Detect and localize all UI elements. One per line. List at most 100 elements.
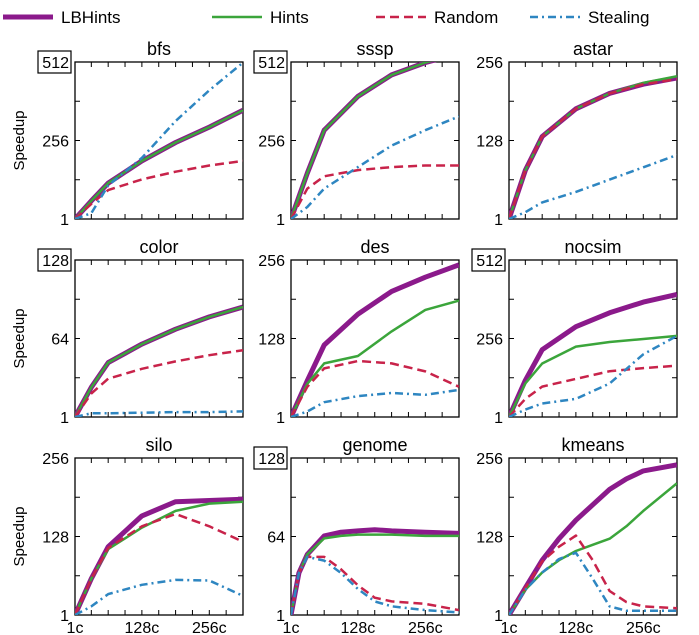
panel-bfs-series-group	[75, 62, 243, 219]
panel-nocsim-title: nocsim	[564, 237, 621, 257]
panel-genome-title: genome	[342, 435, 407, 455]
panel-astar-series-group	[509, 74, 677, 219]
panel-silo-ytick-label: 128	[42, 530, 69, 547]
panel-color-ymax-box	[37, 248, 72, 272]
panel-color-ytick-label: 128	[42, 253, 69, 270]
panel-silo-title: silo	[145, 435, 172, 455]
panel-color-ytick-label: 64	[51, 332, 69, 349]
panel-color-ylabel: Speedup	[11, 308, 28, 368]
panel-color-ytick-label: 1	[60, 410, 69, 427]
legend-label-hints: Hints	[270, 8, 309, 27]
panel-silo: 1 128 256 1c 128c 256c silo Speedup	[11, 435, 244, 635]
panel-astar-ytick-label: 128	[476, 134, 503, 151]
panel-des: 1 128 256 des	[258, 237, 460, 427]
panel-astar-line-random	[509, 77, 677, 219]
panel-sssp-line-lbhints	[291, 62, 437, 219]
panel-genome-line-lbhints	[291, 527, 459, 615]
panel-sssp-line-hints	[291, 62, 433, 219]
panel-genome-ytick-label: 64	[267, 530, 285, 547]
panel-silo-ytick-label: 1	[60, 608, 69, 625]
panel-sssp-line-stealing	[291, 115, 459, 219]
panel-bfs-ylabel: Speedup	[11, 110, 28, 170]
panel-des-ytick-label: 128	[258, 332, 285, 349]
panel-nocsim-ytick-label: 256	[476, 332, 503, 349]
legend: LBHints Hints Random Stealing	[3, 8, 649, 27]
panel-astar: 1 128 256 astar	[476, 39, 678, 229]
panel-des-ytick-label: 256	[258, 253, 285, 270]
chart-panels: 1 256 512 bfs Speedup 1 256 512 sssp 1 128 256 astar…	[11, 39, 678, 635]
panel-sssp: 1 256 512 sssp	[253, 39, 460, 229]
panel-kmeans-xtick-label: 256c	[626, 620, 661, 635]
panel-nocsim-ytick-label: 512	[476, 253, 503, 270]
panel-bfs-line-random	[75, 159, 243, 219]
panel-genome-xtick-label: 128c	[341, 620, 376, 635]
panel-astar-frame	[508, 61, 678, 220]
panel-genome-series-group	[291, 527, 459, 615]
panel-silo-line-lbhints	[75, 496, 243, 615]
panel-color: 1 64 128 color Speedup	[11, 237, 244, 427]
panel-nocsim-line-lbhints	[509, 291, 677, 417]
panel-silo-xtick-label: 128c	[125, 620, 160, 635]
panel-silo-line-stealing	[75, 578, 243, 615]
panel-astar-line-stealing	[509, 153, 677, 219]
panel-sssp-ytick-label: 1	[276, 212, 285, 229]
panel-color-series-group	[75, 304, 243, 417]
panel-color-line-stealing	[75, 410, 243, 417]
panel-silo-series-group	[75, 496, 243, 615]
panel-genome-xtick-label: 256c	[408, 620, 443, 635]
panel-kmeans-ytick-label: 1	[494, 608, 503, 625]
panel-des-line-stealing	[291, 388, 459, 417]
panel-des-series-group	[291, 262, 459, 417]
panel-bfs-line-hints	[75, 109, 243, 219]
panel-genome-xtick-label: 1c	[283, 620, 300, 635]
panel-des-line-lbhints	[291, 262, 459, 417]
panel-kmeans-title: kmeans	[561, 435, 624, 455]
legend-label-lbhints: LBHints	[61, 8, 121, 27]
panel-sssp-line-random	[291, 164, 459, 219]
panel-genome-ymax-box	[253, 446, 288, 470]
panel-nocsim-line-stealing	[509, 334, 677, 417]
panel-astar-title: astar	[573, 39, 613, 59]
panel-sssp-ytick-label: 512	[258, 55, 285, 72]
panel-nocsim-ytick-label: 1	[494, 410, 503, 427]
panel-astar-line-lbhints	[509, 75, 677, 219]
panel-kmeans-ytick-label: 128	[476, 530, 503, 547]
legend-label-stealing: Stealing	[588, 8, 649, 27]
panel-kmeans-xtick-label: 1c	[501, 620, 518, 635]
panel-kmeans-line-stealing	[509, 551, 677, 615]
panel-kmeans-series-group	[509, 462, 677, 615]
panel-genome-ytick-label: 1	[276, 608, 285, 625]
panel-nocsim-series-group	[509, 291, 677, 417]
panel-sssp-ymax-box	[253, 50, 288, 74]
panel-des-title: des	[360, 237, 389, 257]
panel-silo-ylabel: Speedup	[11, 506, 28, 566]
panel-nocsim: 1 256 512 nocsim	[471, 237, 678, 427]
panel-des-ytick-label: 1	[276, 410, 285, 427]
panel-kmeans-frame	[508, 457, 678, 616]
panel-nocsim-ymax-box	[471, 248, 506, 272]
panel-silo-xtick-label: 1c	[67, 620, 84, 635]
panel-astar-ytick-label: 256	[476, 55, 503, 72]
panel-silo-ytick-label: 256	[42, 451, 69, 468]
panel-bfs: 1 256 512 bfs Speedup	[11, 39, 244, 229]
panel-bfs-title: bfs	[147, 39, 171, 59]
panel-genome: 1 64 128 1c 128c 256c genome	[253, 435, 460, 635]
panel-color-line-hints	[75, 305, 243, 417]
panel-silo-line-random	[75, 512, 243, 615]
panel-nocsim-line-hints	[509, 334, 677, 417]
panel-sssp-ytick-label: 256	[258, 134, 285, 151]
panel-des-line-random	[291, 359, 459, 417]
panel-kmeans-line-random	[509, 534, 677, 615]
panel-astar-ytick-label: 1	[494, 212, 503, 229]
panel-silo-frame	[74, 457, 244, 616]
panel-nocsim-line-random	[509, 364, 677, 417]
panel-color-title: color	[139, 237, 178, 257]
panel-kmeans-xtick-label: 128c	[559, 620, 594, 635]
panel-bfs-ytick-label: 1	[60, 212, 69, 229]
panel-genome-line-stealing	[291, 555, 459, 615]
panel-bfs-line-stealing	[75, 62, 243, 219]
panel-bfs-ytick-label: 512	[42, 55, 69, 72]
panel-kmeans-line-lbhints	[509, 462, 677, 615]
panel-color-line-lbhints	[75, 304, 243, 417]
